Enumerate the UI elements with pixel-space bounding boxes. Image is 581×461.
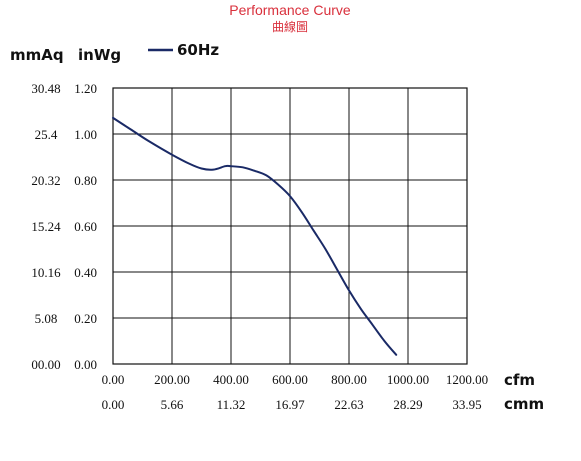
x-secondary-tick-label: 28.29 (393, 397, 422, 412)
x-tick-labels: 0.00 200.00 400.00 600.00 800.00 1000.00 1200.… (102, 372, 489, 387)
x-secondary-tick-label: 11.32 (217, 397, 246, 412)
series-line-60hz (112, 116, 398, 356)
y-secondary-tick-label: 25.4 (35, 127, 58, 142)
y-secondary-tick-label: 15.24 (31, 219, 61, 234)
y-secondary-tick-label: 00.00 (31, 357, 60, 372)
x-secondary-tick-label: 5.66 (161, 397, 184, 412)
x-unit-secondary-label: cmm (504, 395, 544, 413)
y-secondary-tick-label: 5.08 (35, 311, 58, 326)
y-tick-label: 0.80 (74, 173, 97, 188)
y-unit-inner-label: inWg (78, 46, 121, 64)
y-secondary-tick-label: 20.32 (31, 173, 60, 188)
x-tick-label: 800.00 (331, 372, 367, 387)
chart-title: Performance Curve (229, 2, 351, 18)
x-unit-primary-label: cfm (504, 371, 535, 389)
legend-label: 60Hz (177, 41, 219, 59)
y-tick-label: 0.20 (74, 311, 97, 326)
y-unit-outer-label: mmAq (10, 46, 64, 64)
x-secondary-tick-label: 16.97 (275, 397, 305, 412)
x-tick-label: 1200.00 (446, 372, 488, 387)
x-tick-label: 1000.00 (387, 372, 429, 387)
y-tick-label: 0.40 (74, 265, 97, 280)
y-tick-labels: 0.00 0.20 0.40 0.60 0.80 1.00 1.20 (74, 81, 97, 372)
x-secondary-tick-label: 0.00 (102, 397, 125, 412)
grid (113, 88, 467, 364)
x-tick-label: 600.00 (272, 372, 308, 387)
x-secondary-tick-label: 22.63 (334, 397, 363, 412)
y-tick-label: 0.00 (74, 357, 97, 372)
y-tick-label: 0.60 (74, 219, 97, 234)
y-tick-label: 1.20 (74, 81, 97, 96)
x-tick-label: 0.00 (102, 372, 125, 387)
x-tick-label: 400.00 (213, 372, 249, 387)
y-tick-label: 1.00 (74, 127, 97, 142)
y-secondary-tick-labels: 00.00 5.08 10.16 15.24 20.32 25.4 30.48 (31, 81, 61, 372)
x-tick-label: 200.00 (154, 372, 190, 387)
y-secondary-tick-label: 10.16 (31, 265, 61, 280)
x-secondary-tick-label: 33.95 (452, 397, 481, 412)
plot-frame (112, 87, 468, 365)
x-secondary-tick-labels: 0.00 5.66 11.32 16.97 22.63 28.29 33.95 (102, 397, 482, 412)
series-layer (112, 116, 398, 356)
y-secondary-tick-label: 30.48 (31, 81, 60, 96)
chart-subtitle: 曲線圖 (272, 19, 308, 34)
